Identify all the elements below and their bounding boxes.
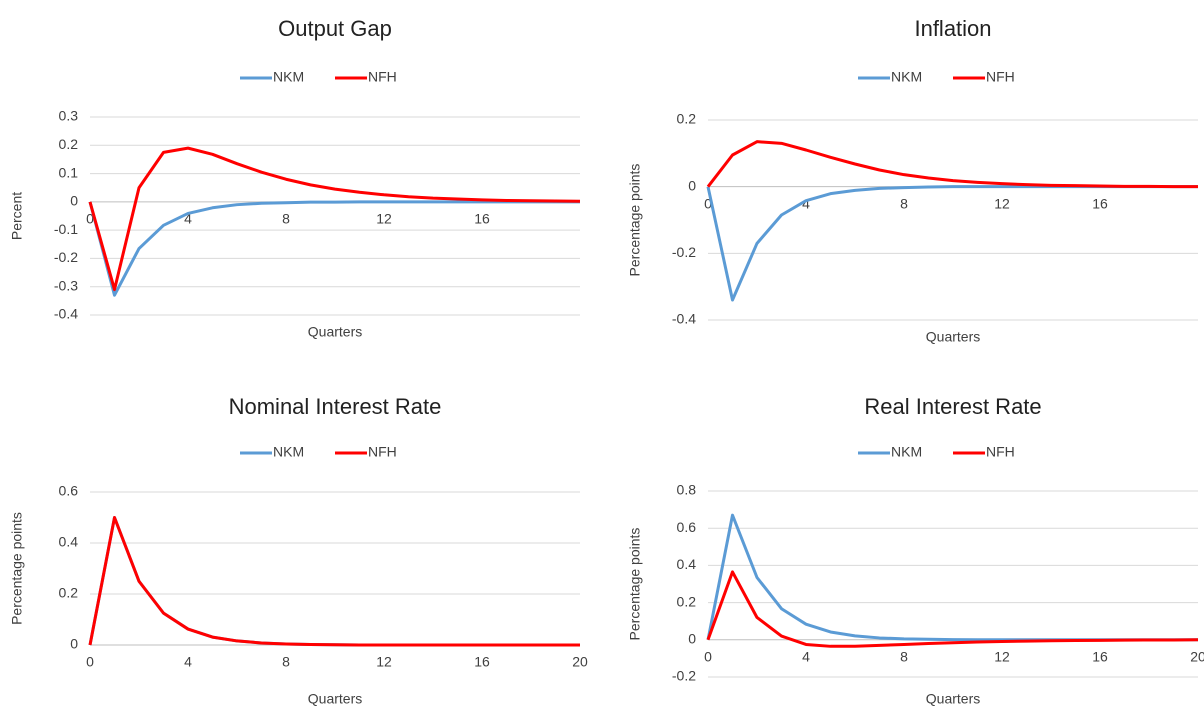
y-tick-label: 0.1 xyxy=(59,164,79,180)
chart-title: Nominal Interest Rate xyxy=(229,394,442,419)
y-tick-label: 0.6 xyxy=(677,519,697,535)
x-tick-label: 20 xyxy=(572,654,588,670)
y-tick-label: 0.3 xyxy=(59,108,79,124)
y-axis-label: Percentage points xyxy=(627,164,643,277)
x-tick-label: 8 xyxy=(900,649,908,665)
series-line xyxy=(88,516,580,647)
legend-label: NKM xyxy=(273,69,304,85)
x-tick-label: 4 xyxy=(802,649,810,665)
x-axis-label: Quarters xyxy=(926,691,980,707)
x-tick-label: 12 xyxy=(376,654,392,670)
chart-title: Real Interest Rate xyxy=(864,394,1041,419)
series-line xyxy=(88,200,580,297)
legend-label: NKM xyxy=(891,444,922,460)
y-tick-label: -0.1 xyxy=(54,221,78,237)
x-tick-label: 4 xyxy=(802,195,810,211)
series-line xyxy=(88,516,580,647)
y-tick-label: 0 xyxy=(688,177,696,193)
legend-label: NKM xyxy=(891,69,922,85)
y-tick-label: 0.2 xyxy=(59,136,79,152)
chart-title: Inflation xyxy=(914,16,991,41)
y-tick-label: -0.2 xyxy=(672,244,696,260)
y-tick-label: 0 xyxy=(70,636,78,652)
x-tick-label: 8 xyxy=(282,211,290,227)
series-line xyxy=(88,146,581,292)
y-tick-label: 0.2 xyxy=(677,111,697,127)
x-tick-label: 16 xyxy=(1092,649,1108,665)
x-tick-label: 8 xyxy=(900,195,908,211)
y-tick-label: 0.4 xyxy=(59,534,79,550)
x-tick-label: 4 xyxy=(184,211,192,227)
y-tick-label: 0.4 xyxy=(677,556,697,572)
y-axis-label: Percentage points xyxy=(627,528,643,641)
x-tick-label: 0 xyxy=(86,211,94,227)
x-axis-label: Quarters xyxy=(308,324,362,340)
x-tick-label: 8 xyxy=(282,654,290,670)
x-tick-label: 20 xyxy=(1190,649,1204,665)
x-axis-label: Quarters xyxy=(308,691,362,707)
y-tick-label: -0.4 xyxy=(672,311,696,327)
x-axis-label: Quarters xyxy=(926,329,980,345)
y-axis-label: Percentage points xyxy=(9,512,25,625)
y-tick-label: 0 xyxy=(688,631,696,647)
x-tick-label: 0 xyxy=(704,195,712,211)
x-tick-label: 16 xyxy=(1092,195,1108,211)
x-tick-label: 16 xyxy=(474,211,490,227)
x-tick-label: 12 xyxy=(994,195,1010,211)
x-tick-label: 12 xyxy=(994,649,1010,665)
y-tick-label: 0.8 xyxy=(677,482,697,498)
x-tick-label: 4 xyxy=(184,654,192,670)
x-tick-label: 0 xyxy=(86,654,94,670)
series-line xyxy=(706,185,1198,302)
legend-label: NKM xyxy=(273,444,304,460)
series-line xyxy=(706,570,1199,648)
legend-label: NFH xyxy=(986,444,1015,460)
chart-title: Output Gap xyxy=(278,16,392,41)
series-line xyxy=(706,513,1198,642)
y-axis-label: Percent xyxy=(9,192,25,240)
y-tick-label: 0.2 xyxy=(677,593,697,609)
y-tick-label: 0.2 xyxy=(59,585,79,601)
y-tick-label: 0.6 xyxy=(59,483,79,499)
legend-label: NFH xyxy=(368,444,397,460)
y-tick-label: 0 xyxy=(70,193,78,209)
y-tick-label: -0.4 xyxy=(54,306,78,322)
legend-label: NFH xyxy=(368,69,397,85)
legend-label: NFH xyxy=(986,69,1015,85)
x-tick-label: 0 xyxy=(704,649,712,665)
x-tick-label: 16 xyxy=(474,654,490,670)
series-line xyxy=(706,140,1198,189)
x-tick-label: 12 xyxy=(376,211,392,227)
y-tick-label: -0.3 xyxy=(54,277,78,293)
y-tick-label: -0.2 xyxy=(54,249,78,265)
y-tick-label: -0.2 xyxy=(672,668,696,684)
